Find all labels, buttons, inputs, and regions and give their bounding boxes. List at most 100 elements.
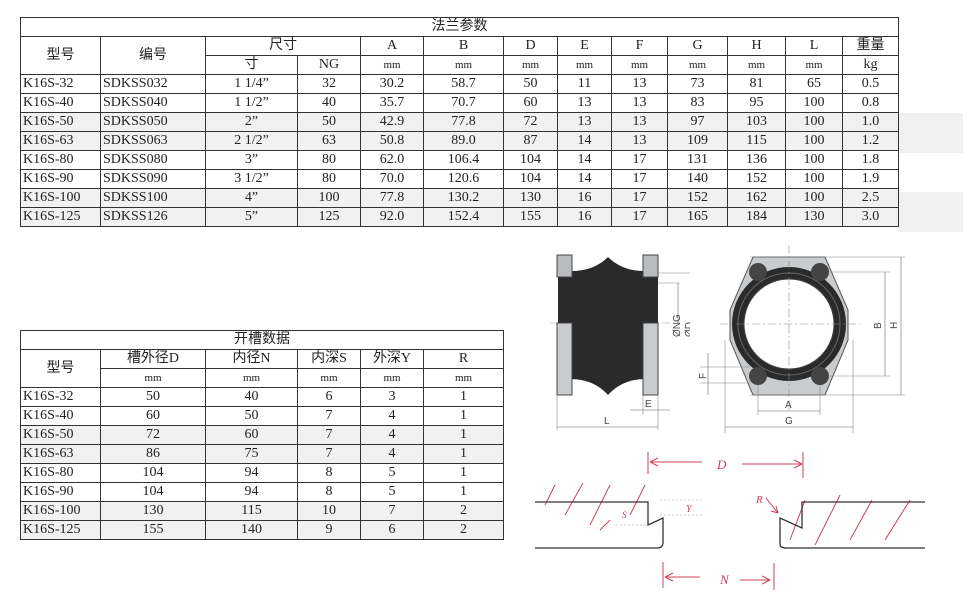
table-cell: 115 [205, 501, 298, 521]
table-cell: 136 [727, 150, 786, 170]
header-d: D [503, 36, 558, 56]
table-cell: 100 [785, 131, 843, 151]
table-cell: 165 [667, 207, 728, 227]
table-cell: 94 [205, 482, 298, 502]
model-cell: K16S-63 [20, 444, 101, 464]
table-cell: 16 [557, 188, 612, 208]
table-cell: 5 [360, 482, 424, 502]
table-cell: 3 [360, 387, 424, 407]
table-row: K16S-125 SDKSS126 5” 125 92.0 152.4 155 16 17 165… [20, 207, 900, 227]
table-row: K16S-80 SDKSS080 3” 80 62.0 106.4 104 14 17 131 13… [20, 150, 900, 170]
table-row: K16S-90 SDKSS090 3 1/2” 80 70.0 120.6 104 14 17 1… [20, 169, 900, 189]
table-row: K16S-80 104 94 8 5 1 [20, 463, 505, 483]
table-cell: 7 [297, 406, 361, 426]
model-cell: K16S-63 [20, 131, 101, 151]
table-cell: 65 [785, 74, 843, 94]
table-cell: 1.8 [841, 150, 900, 170]
table-cell: 1 1/4” [205, 74, 298, 94]
sketch-d-label: D [716, 457, 727, 472]
table-cell: 4 [360, 444, 424, 464]
table-cell: 1 [422, 406, 505, 426]
table-cell: 1 [422, 425, 505, 445]
table-cell: 87 [503, 131, 558, 151]
table-cell: 104 [100, 463, 206, 483]
model-cell: K16S-90 [20, 169, 101, 189]
table-cell: 152 [667, 188, 728, 208]
table-cell: 77.8 [423, 112, 504, 132]
b-label: B [873, 322, 884, 329]
unit-cell: mm [611, 55, 668, 75]
table-cell: 60 [100, 406, 206, 426]
table-cell: 80 [297, 150, 361, 170]
header-b: B [423, 36, 504, 56]
table-cell: 155 [503, 207, 558, 227]
table-title-row: 开槽数据 [19, 330, 505, 350]
table-cell: 100 [785, 169, 843, 189]
table-title: 法兰参数 [19, 17, 900, 37]
table-cell: 7 [297, 444, 361, 464]
table-cell: 131 [667, 150, 728, 170]
f-label: F [698, 373, 709, 379]
header-e: E [557, 36, 612, 56]
header-cell: 内深S [297, 349, 361, 369]
table-cell: 8 [297, 463, 361, 483]
sketch-y-label: Y [686, 504, 693, 515]
table-cell: 5 [360, 463, 424, 483]
table-cell: 50 [100, 387, 206, 407]
table-cell: 103 [727, 112, 786, 132]
table-cell: 50 [205, 406, 298, 426]
g-label: G [785, 416, 793, 427]
table-cell: 81 [727, 74, 786, 94]
unit-cell: mm [727, 55, 786, 75]
unit-cell: mm [557, 55, 612, 75]
table-title-row: 法兰参数 [19, 17, 900, 37]
table-cell: 86 [100, 444, 206, 464]
table-cell: 89.0 [423, 131, 504, 151]
table-cell: 92.0 [360, 207, 424, 227]
table-cell: 2.5 [841, 188, 900, 208]
table-cell: 155 [100, 520, 206, 540]
table-cell: 63 [297, 131, 361, 151]
table-cell: 40 [205, 387, 298, 407]
table-cell: 13 [611, 112, 668, 132]
table-cell: 115 [727, 131, 786, 151]
table-row: K16S-50 72 60 7 4 1 [20, 425, 505, 445]
table-cell: 100 [785, 188, 843, 208]
table-cell: 152 [727, 169, 786, 189]
table-row: K16S-63 SDKSS063 2 1/2” 63 50.8 89.0 87 14 13 109… [20, 131, 900, 151]
table-cell: SDKSS032 [100, 74, 206, 94]
table-cell: 13 [557, 112, 612, 132]
header-row: 型号 槽外径D 内径N 内深S 外深Y R [20, 349, 505, 388]
table-cell: SDKSS050 [100, 112, 206, 132]
table-cell: 6 [360, 520, 424, 540]
table-cell: 58.7 [423, 74, 504, 94]
groove-sketch-drawing: D N S Y R [535, 452, 925, 590]
table-cell: 4 [360, 425, 424, 445]
table-cell: 1 [422, 482, 505, 502]
table-cell: 7 [360, 501, 424, 521]
table-cell: 17 [611, 188, 668, 208]
table-cell: 104 [100, 482, 206, 502]
table-cell: 72 [100, 425, 206, 445]
table-cell: SDKSS040 [100, 93, 206, 113]
table-cell: 3” [205, 150, 298, 170]
header-f: F [611, 36, 668, 56]
table-cell: 130 [503, 188, 558, 208]
model-cell: K16S-80 [20, 150, 101, 170]
table-cell: 17 [611, 207, 668, 227]
table-cell: 35.7 [360, 93, 424, 113]
table-cell: 70.0 [360, 169, 424, 189]
table-cell: 125 [297, 207, 361, 227]
table-cell: 72 [503, 112, 558, 132]
table-cell: 13 [611, 93, 668, 113]
table-cell: 17 [611, 169, 668, 189]
table-cell: 80 [297, 169, 361, 189]
table-cell: 62.0 [360, 150, 424, 170]
unit-cell: mm [785, 55, 843, 75]
header-code: 编号 [100, 36, 206, 75]
table-cell: SDKSS126 [100, 207, 206, 227]
table-cell: 2 [422, 520, 505, 540]
joint-side-view-drawing: ØNG ØD E L [550, 254, 690, 430]
table-cell: 13 [611, 131, 668, 151]
